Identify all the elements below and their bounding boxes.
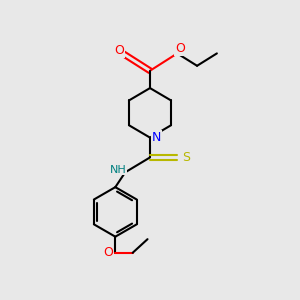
Text: N: N [152, 131, 161, 144]
Text: S: S [182, 151, 190, 164]
Text: NH: NH [110, 165, 126, 175]
Text: O: O [175, 42, 185, 55]
Text: O: O [114, 44, 124, 57]
Text: O: O [103, 246, 113, 259]
